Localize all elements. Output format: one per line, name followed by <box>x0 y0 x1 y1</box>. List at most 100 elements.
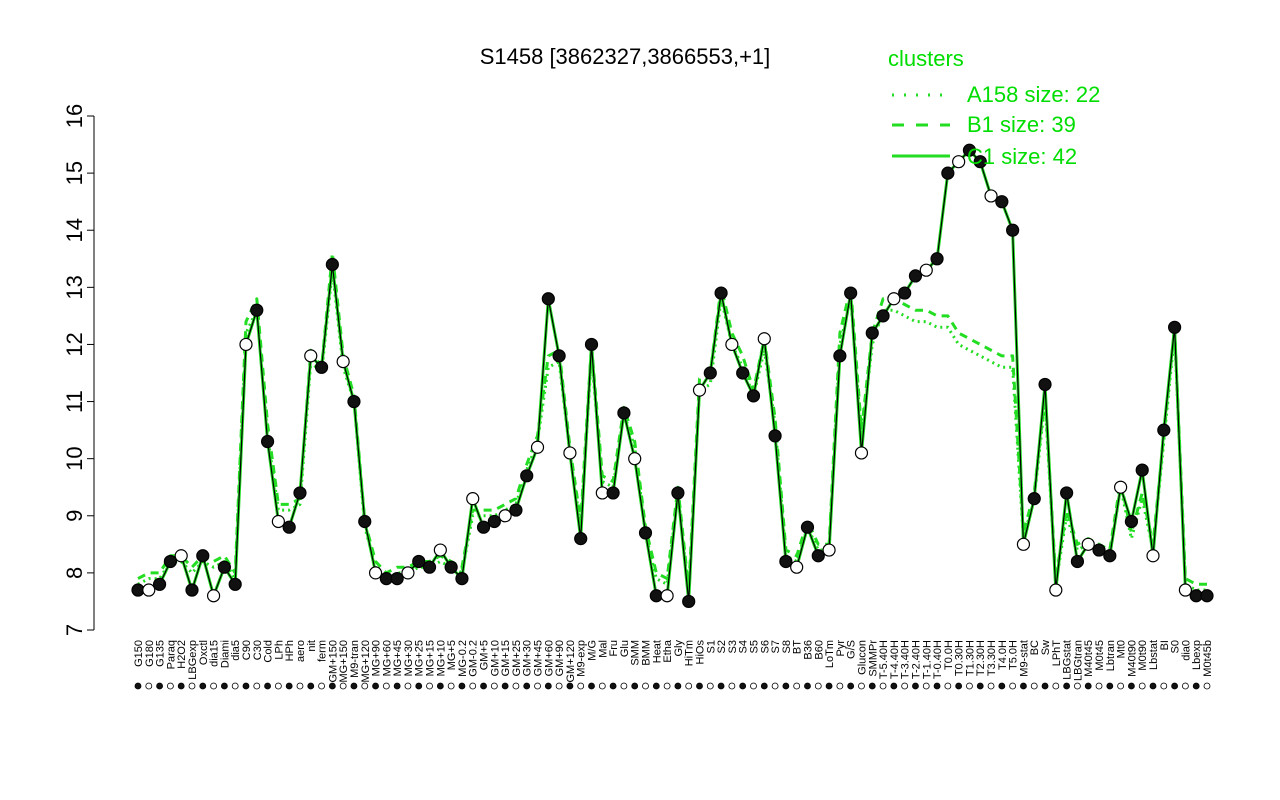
rug-mark <box>1117 682 1125 690</box>
x-tick-label: G135 <box>155 640 167 667</box>
data-point <box>358 514 372 529</box>
data-point <box>876 309 890 323</box>
rug-mark <box>1149 682 1157 690</box>
data-point <box>984 189 998 203</box>
rug-mark <box>1084 682 1092 690</box>
rug-mark <box>998 682 1006 690</box>
series-line-dashed <box>137 251 1207 592</box>
rug-mark <box>544 682 552 690</box>
data-point <box>498 509 512 523</box>
rug-mark <box>858 682 865 690</box>
rug-mark <box>134 682 142 690</box>
x-tick-label: T0.0H <box>943 640 955 670</box>
x-tick-label: S0 <box>1170 640 1182 653</box>
x-tick-label: HPh <box>284 640 296 661</box>
data-point <box>908 269 923 283</box>
x-tick-label: MG+30 <box>403 640 415 676</box>
x-tick-label: Gly <box>673 640 685 657</box>
data-point <box>671 486 685 500</box>
data-point <box>638 526 653 540</box>
x-axis: G150G180G135ParaqH2O2LBGexpOxctldia15Dia… <box>133 639 1214 682</box>
x-tick-label: S3 <box>727 640 739 653</box>
data-point <box>444 560 458 574</box>
data-point <box>206 589 221 603</box>
rug-mark <box>760 682 768 690</box>
x-tick-label: M0t45b <box>1202 640 1214 677</box>
x-tick-label: T-5.40H <box>878 640 890 679</box>
x-tick-label: nit <box>306 640 318 652</box>
data-point <box>952 155 966 169</box>
rug-mark <box>242 682 250 690</box>
data-point <box>854 446 869 460</box>
rug-mark <box>879 682 887 690</box>
data-point <box>1027 492 1041 506</box>
x-tick-label: Mal <box>597 640 609 658</box>
data-point <box>412 554 426 569</box>
x-tick-label: GM-0.2 <box>468 640 480 677</box>
data-point <box>520 469 534 483</box>
rug-mark <box>264 682 271 690</box>
rug-mark <box>1095 682 1103 690</box>
data-point <box>736 366 750 380</box>
x-tick-label: BC <box>1029 640 1041 655</box>
x-tick-label: Pyr <box>835 640 847 657</box>
legend-label-b1: B1 size: 39 <box>967 112 1076 137</box>
rug-mark <box>1063 682 1071 690</box>
rug-mark <box>534 682 541 690</box>
data-point <box>973 155 987 169</box>
y-tick-label: 11 <box>62 390 87 413</box>
rug-mark <box>728 682 736 690</box>
x-tick-label: Paraq <box>165 640 177 669</box>
data-point <box>865 326 879 340</box>
legend-label-c1: C1 size: 42 <box>967 144 1077 169</box>
rug-mark <box>458 682 466 690</box>
rug-mark <box>404 682 412 690</box>
x-tick-label: aero <box>295 640 307 662</box>
x-tick-label: M9-exp <box>576 640 588 677</box>
data-point <box>282 520 296 534</box>
x-tick-label: BMM <box>641 640 653 666</box>
data-point <box>692 383 707 397</box>
x-tick-label: LBGstat <box>1062 640 1074 680</box>
data-point <box>941 166 955 180</box>
x-tick-label: Diami <box>219 640 231 668</box>
x-tick-label: M/G <box>587 640 599 661</box>
x-tick-label: T0.30H <box>954 640 966 676</box>
rug-mark <box>145 682 153 690</box>
rug-mark <box>933 682 941 690</box>
rug-mark <box>674 682 682 690</box>
data-point <box>336 354 350 369</box>
rug-mark <box>609 682 617 690</box>
data-point <box>271 514 285 529</box>
x-tick-label: MG-0.2 <box>457 640 469 677</box>
data-point <box>1146 549 1160 563</box>
data-point <box>228 577 242 591</box>
data-point <box>1016 537 1031 551</box>
data-point <box>746 389 761 403</box>
data-point <box>152 577 167 591</box>
data-point <box>757 332 771 346</box>
rug-mark <box>1138 682 1146 690</box>
rug-mark <box>156 682 163 690</box>
rug-mark <box>685 682 693 690</box>
y-tick-label: 12 <box>62 332 87 356</box>
data-point <box>466 492 480 506</box>
rug-mark <box>1041 682 1049 690</box>
rug-mark <box>1171 682 1179 690</box>
rug-mark <box>296 682 304 690</box>
rug-mark <box>620 682 628 690</box>
x-tick-label: GM+90 <box>554 640 566 676</box>
data-point <box>1103 549 1117 563</box>
data-point <box>822 543 836 557</box>
rug-mark <box>922 682 930 690</box>
x-tick-label: G/S <box>846 640 858 659</box>
x-tick-label: GM+45 <box>533 640 545 676</box>
x-tick-label: Etha <box>662 639 674 663</box>
data-point <box>790 560 804 574</box>
data-point <box>563 446 577 460</box>
x-tick-label: B60 <box>813 640 825 660</box>
x-tick-label: dia5 <box>230 640 242 661</box>
x-tick-label: LPh <box>273 640 285 660</box>
data-point <box>574 532 588 546</box>
x-tick-label: LoTm <box>824 640 836 668</box>
